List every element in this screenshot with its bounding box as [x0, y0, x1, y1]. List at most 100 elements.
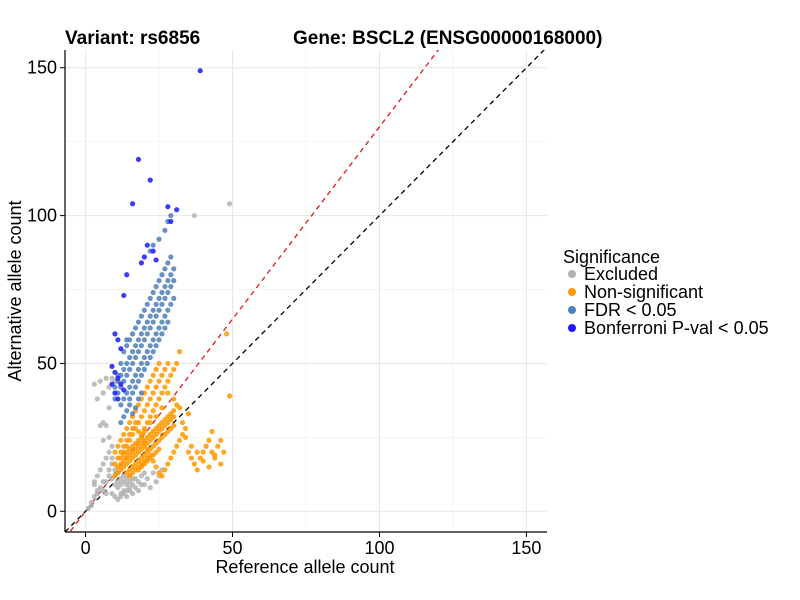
data-point — [150, 390, 156, 396]
data-point — [153, 464, 159, 470]
data-point — [200, 458, 206, 464]
data-point — [127, 354, 133, 361]
data-point — [150, 349, 156, 355]
data-point — [165, 204, 171, 210]
data-point — [94, 473, 100, 479]
axes — [64, 50, 547, 533]
data-point — [141, 307, 147, 313]
x-tick-label: 150 — [511, 538, 541, 558]
data-point — [168, 272, 174, 278]
data-point — [168, 372, 174, 378]
data-point — [112, 449, 118, 455]
data-point — [150, 319, 156, 325]
data-point — [144, 319, 150, 325]
data-point — [109, 443, 115, 449]
data-point — [153, 301, 159, 307]
data-point — [159, 372, 165, 378]
data-point — [121, 387, 127, 393]
data-point — [194, 449, 200, 455]
data-point — [162, 366, 168, 372]
data-point — [162, 283, 168, 290]
data-point — [153, 402, 159, 408]
data-point — [150, 372, 156, 378]
data-point — [221, 449, 227, 455]
legend-label: Bonferroni P-val < 0.05 — [584, 318, 769, 338]
legend-swatch — [568, 288, 576, 296]
data-point — [159, 405, 165, 411]
legend-swatch — [568, 270, 576, 278]
data-point — [118, 437, 124, 443]
data-point — [147, 419, 153, 426]
data-point — [124, 343, 130, 349]
data-point — [156, 295, 162, 301]
data-point — [144, 331, 150, 337]
data-point — [91, 479, 97, 485]
data-point — [118, 360, 124, 367]
data-point — [121, 414, 127, 420]
data-point — [100, 461, 106, 467]
data-point — [159, 289, 165, 296]
data-point — [138, 313, 145, 319]
data-point — [129, 425, 136, 432]
data-point — [112, 369, 118, 375]
data-point — [188, 455, 194, 461]
data-point — [165, 278, 171, 284]
data-points — [85, 68, 233, 511]
data-point — [171, 278, 177, 284]
data-point — [162, 325, 168, 331]
data-point — [129, 331, 136, 337]
data-point — [174, 443, 180, 449]
data-point — [135, 156, 142, 163]
data-point — [109, 381, 115, 387]
data-point — [124, 372, 130, 378]
data-point — [144, 384, 150, 390]
data-point — [138, 482, 145, 488]
data-point — [162, 266, 168, 272]
legend: Significance ExcludedNon-significantFDR … — [563, 247, 769, 338]
data-point — [156, 396, 162, 402]
data-point — [174, 207, 180, 213]
x-tick-label: 100 — [364, 538, 394, 558]
y-tick-label: 50 — [37, 353, 57, 373]
data-point — [94, 488, 100, 494]
data-point — [112, 331, 118, 337]
data-point — [138, 414, 145, 420]
ticks: 0 50 100 150 0 50 100 150 — [27, 58, 541, 558]
data-point — [135, 378, 142, 384]
data-point — [156, 446, 162, 452]
data-point — [168, 301, 174, 307]
data-point — [156, 360, 162, 367]
data-point — [124, 493, 130, 500]
data-point — [174, 402, 180, 408]
data-point — [150, 408, 156, 414]
data-point — [124, 425, 130, 432]
x-axis-title: Reference allele count — [215, 557, 394, 577]
data-point — [165, 319, 171, 325]
data-point — [212, 452, 218, 458]
legend-label: FDR < 0.05 — [584, 300, 677, 320]
data-point — [115, 375, 121, 381]
data-point — [132, 419, 139, 426]
data-point — [115, 455, 121, 461]
reference-lines — [65, 50, 545, 532]
data-point — [165, 260, 171, 266]
data-point — [165, 360, 171, 367]
data-point — [129, 201, 136, 207]
data-point — [156, 337, 162, 343]
data-point — [138, 343, 145, 349]
data-point — [129, 360, 136, 367]
data-point — [156, 325, 162, 331]
data-point — [121, 431, 127, 438]
data-point — [191, 461, 197, 467]
data-point — [141, 254, 147, 260]
data-point — [165, 289, 171, 296]
data-point — [165, 390, 171, 396]
data-point — [191, 212, 197, 219]
data-point — [144, 402, 150, 408]
y-tick-label: 150 — [27, 58, 57, 78]
data-point — [206, 464, 212, 470]
data-point — [97, 467, 103, 473]
data-point — [100, 390, 106, 396]
data-point — [85, 505, 92, 511]
data-point — [129, 349, 136, 355]
